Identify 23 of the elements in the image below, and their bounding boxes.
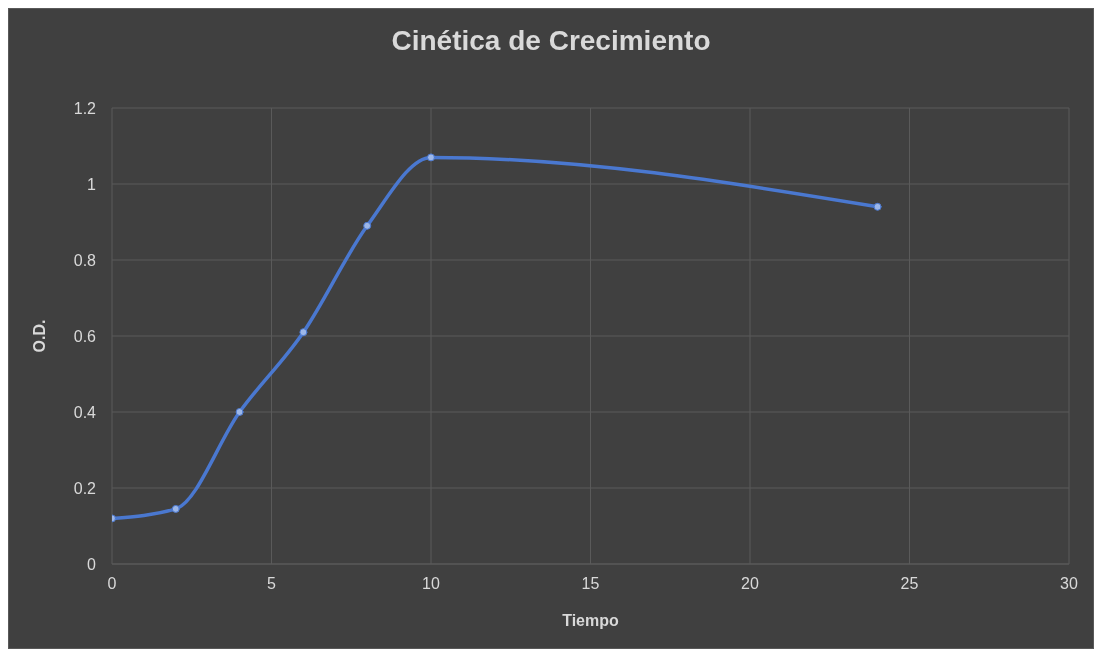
y-tick-label: 0.8 (73, 251, 97, 269)
y-tick-label: 1 (87, 175, 97, 193)
x-tick-label: 25 (900, 575, 919, 593)
point (299, 328, 308, 337)
point (427, 153, 435, 162)
x-tick-label: 30 (1060, 575, 1078, 593)
y-tick-label: 0.4 (73, 403, 97, 421)
y-axis-title: O.D. (30, 319, 48, 353)
x-tick-label: 0 (107, 575, 117, 593)
y-tick-label: 1.2 (73, 99, 97, 117)
x-tick-label: 15 (581, 575, 600, 593)
chart-title: Cinética de Crecimiento (390, 25, 712, 57)
point (363, 221, 372, 230)
point (235, 408, 244, 416)
point (171, 504, 180, 513)
y-tick-label: 0.2 (73, 479, 97, 497)
point (873, 202, 882, 211)
y-tick-label: 0.6 (73, 327, 97, 345)
x-tick-label: 20 (741, 575, 759, 593)
x-axis-title: Tiempo (562, 612, 620, 629)
x-tick-label: 10 (422, 575, 440, 593)
x-tick-label: 5 (267, 575, 277, 593)
y-tick-label: 0 (87, 555, 97, 573)
